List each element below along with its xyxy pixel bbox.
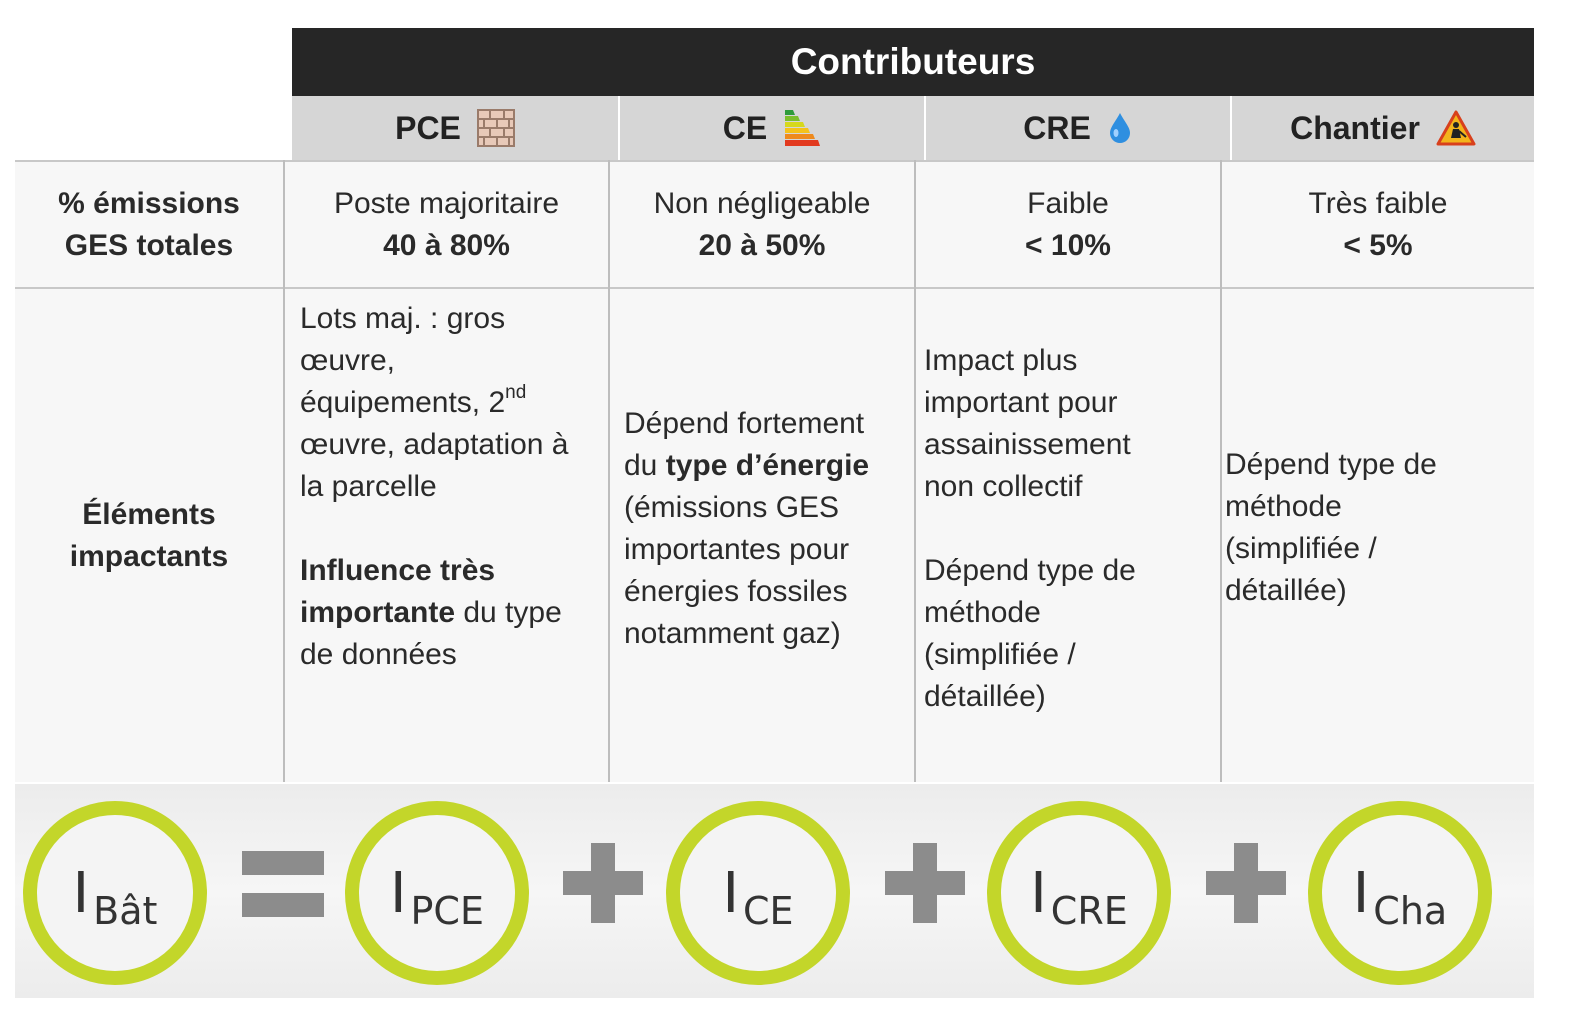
- term-main: I: [1030, 860, 1047, 926]
- emissions-cell-pce: Poste majoritaire 40 à 80%: [285, 162, 608, 287]
- text-fragment: type d’énergie: [665, 449, 870, 482]
- term-circle-ce: I CE: [666, 801, 850, 985]
- term-main: I: [72, 860, 90, 926]
- emissions-value: 40 à 80%: [383, 228, 510, 262]
- spacer: [924, 508, 1219, 550]
- text-line: la parcelle: [300, 470, 437, 503]
- text-line: (émissions GES: [624, 491, 840, 524]
- row-header-line: Éléments: [82, 497, 216, 531]
- column-header-label: PCE: [395, 109, 461, 146]
- elements-cell-cre: Impact plus important pour assainissemen…: [924, 340, 1219, 718]
- divider: [15, 287, 1534, 289]
- term-circle-chantier: I Cha: [1308, 801, 1492, 985]
- text-line: assainissement: [924, 428, 1131, 461]
- term-main: I: [1352, 860, 1370, 926]
- column-header-pce: PCE: [292, 96, 620, 160]
- emissions-value: < 5%: [1343, 228, 1413, 262]
- emissions-value: 20 à 50%: [698, 228, 826, 262]
- text-fragment: importante: [300, 596, 456, 629]
- header-title: Contributeurs: [790, 41, 1036, 82]
- plus-icon: [885, 843, 965, 923]
- contributors-table: % émissions GES totales Poste majoritair…: [15, 160, 1534, 782]
- divider: [914, 160, 916, 782]
- elements-cell-ce: Dépend fortement du type d’énergie (émis…: [624, 403, 914, 655]
- divider: [608, 160, 610, 782]
- term-subscript: PCE: [410, 889, 484, 933]
- text-line: de données: [300, 638, 457, 671]
- emissions-text: Très faible: [1308, 186, 1448, 220]
- text-line: méthode: [924, 596, 1041, 629]
- text-line: méthode: [1225, 490, 1342, 523]
- superscript: nd: [505, 382, 527, 403]
- term-circle-pce: I PCE: [345, 801, 529, 985]
- column-header-cre: CRE: [926, 96, 1232, 160]
- column-header-ce: CE: [620, 96, 926, 160]
- text-line: Dépend type de: [1225, 448, 1437, 481]
- column-header-label: Chantier: [1290, 109, 1420, 146]
- divider: [1220, 160, 1222, 782]
- spacer: [300, 508, 605, 550]
- row-header-line: impactants: [69, 539, 229, 573]
- plus-icon: [1206, 843, 1286, 923]
- text-line: importantes pour: [624, 533, 850, 566]
- column-header-row: PCE CE: [292, 96, 1534, 160]
- text-line: (simplifiée /: [924, 638, 1076, 671]
- elements-cell-chantier: Dépend type de méthode (simplifiée / dét…: [1225, 444, 1530, 612]
- divider: [283, 160, 285, 782]
- term-subscript: Bât: [93, 889, 158, 933]
- term-main: I: [390, 860, 407, 926]
- term-subscript: CRE: [1050, 889, 1128, 933]
- emissions-cell-ce: Non négligeable 20 à 50%: [610, 162, 914, 287]
- text-line: œuvre, adaptation à: [300, 428, 569, 461]
- term-main: I: [722, 860, 739, 926]
- text-line: importante du type: [300, 592, 605, 634]
- text-line: Dépend fortement: [624, 407, 865, 440]
- text-line: détaillée): [1225, 574, 1347, 607]
- text-fragment: du type: [455, 596, 562, 629]
- text-line: Dépend type de: [924, 554, 1136, 587]
- term-subscript: Cha: [1373, 889, 1448, 933]
- column-header-label: CRE: [1023, 109, 1091, 146]
- row-header-line: GES totales: [64, 228, 234, 262]
- emissions-text: Faible: [1027, 186, 1109, 220]
- text-line: énergies fossiles: [624, 575, 848, 608]
- text-line: détaillée): [924, 680, 1046, 713]
- text-line: Impact plus: [924, 344, 1078, 377]
- water-drop-icon: [1109, 113, 1130, 143]
- term-circle-bat: I Bât: [23, 801, 207, 985]
- term-circle-cre: I CRE: [987, 801, 1171, 985]
- emissions-text: Poste majoritaire: [333, 186, 560, 220]
- energy-label-icon: [785, 110, 821, 146]
- text-line: Lots maj. : gros: [300, 302, 506, 335]
- column-header-label: CE: [722, 109, 768, 146]
- text-line: notamment gaz): [624, 617, 841, 650]
- row-header-line: % émissions: [58, 186, 240, 220]
- text-line: important pour: [924, 386, 1118, 419]
- text-line: équipements, 2nd: [300, 382, 605, 424]
- contributeurs-header: Contributeurs: [292, 28, 1534, 96]
- emissions-text: Non négligeable: [653, 186, 871, 220]
- term-subscript: CE: [742, 889, 794, 933]
- row-header-emissions: % émissions GES totales: [15, 162, 283, 287]
- brick-wall-icon: [476, 109, 515, 147]
- emissions-cell-chantier: Très faible < 5%: [1222, 162, 1534, 287]
- equals-icon: [242, 851, 324, 917]
- emissions-cell-cre: Faible < 10%: [916, 162, 1220, 287]
- elements-cell-pce: Lots maj. : gros œuvre, équipements, 2nd…: [300, 298, 605, 676]
- divider: [15, 160, 1534, 162]
- text-line: Influence très: [300, 554, 496, 587]
- equation-band: I Bât I PCE I CE I CRE I Cha: [15, 784, 1534, 998]
- plus-icon: [563, 843, 643, 923]
- column-header-chantier: Chantier: [1232, 96, 1534, 160]
- text-line: du type d’énergie: [624, 445, 914, 487]
- emissions-value: < 10%: [1025, 228, 1111, 262]
- text-fragment: équipements, 2: [300, 386, 506, 419]
- text-line: non collectif: [924, 470, 1083, 503]
- text-line: œuvre,: [300, 344, 396, 377]
- text-fragment: du: [624, 449, 666, 482]
- row-header-elements: Éléments impactants: [15, 289, 283, 782]
- text-line: (simplifiée /: [1225, 532, 1377, 565]
- construction-warning-icon: [1436, 110, 1476, 146]
